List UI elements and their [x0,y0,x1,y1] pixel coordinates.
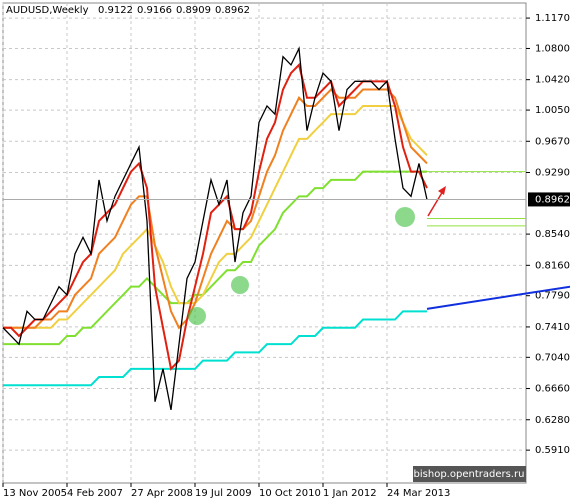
trend-line [426,285,570,310]
highlight [231,276,249,294]
y-tick-label: 0.9290 [535,168,570,179]
x-tick-label: 19 Jul 2009 [195,488,252,499]
y-tick-label: 0.8160 [535,260,570,271]
y-tick-label: 1.0050 [535,105,570,116]
y-tick-label: 0.7790 [535,291,570,302]
last-price-label: 0.8962 [535,194,570,205]
y-tick-label: 1.1170 [535,13,570,24]
y-tick-label: 0.7410 [535,322,570,333]
x-tick-label: 4 Feb 2007 [67,488,123,499]
arrow [427,190,444,217]
y-tick-label: 1.0420 [535,75,570,86]
price-line [3,170,427,346]
ohlc-value: 0.8909 [176,5,211,16]
plot-area [2,3,526,483]
y-tick-label: 0.8540 [535,229,570,240]
y-tick-label: 0.9670 [535,136,570,147]
price-line [3,88,428,330]
x-tick-label: 27 Apr 2008 [131,488,193,499]
y-tick-label: 0.6660 [535,384,570,395]
price-line [2,46,428,411]
chart-title: AUDUSD,Weekly [6,5,89,16]
arrow-head [438,186,446,195]
price-line [3,62,428,371]
plot-frame [2,2,527,484]
x-tick-label: 13 Nov 2005 [3,488,67,499]
ohlc-value: 0.9166 [137,5,172,16]
price-line [3,104,428,329]
y-tick-label: 0.6280 [535,415,570,426]
last-price-box [528,192,570,207]
ohlc-value: 0.9122 [98,5,133,16]
ohlc-values: 0.9122 0.9166 0.8909 0.8962 [98,5,250,16]
x-tick-label: 10 Oct 2010 [259,488,321,499]
watermark: bishop.opentraders.ru [414,469,525,480]
y-tick-label: 1.0800 [535,43,570,54]
x-tick-label: 24 Mar 2013 [387,488,450,499]
x-tick-label: 1 Jan 2012 [323,488,377,499]
y-tick-label: 0.7040 [535,352,570,363]
watermark-box [413,466,526,482]
y-tick-label: 0.5910 [535,445,570,456]
highlight [188,307,206,325]
highlight [395,207,415,227]
price-line [3,310,427,387]
ohlc-value: 0.8962 [215,5,250,16]
